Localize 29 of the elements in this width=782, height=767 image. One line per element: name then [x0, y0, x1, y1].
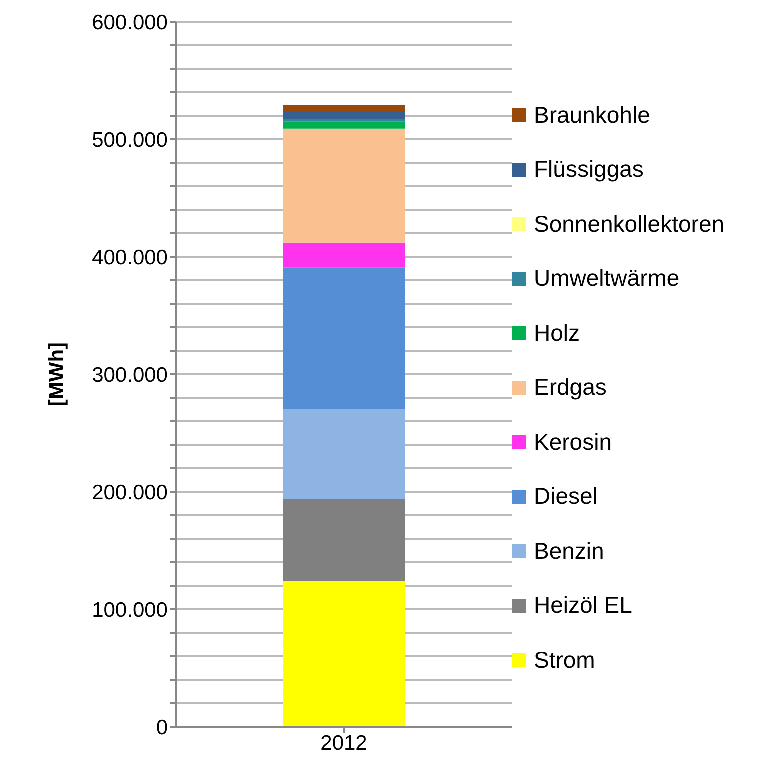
legend-label: Umweltwärme — [534, 265, 680, 292]
y-tick-label: 200.000 — [92, 481, 168, 504]
legend-label: Benzin — [534, 538, 604, 565]
bar — [283, 128, 406, 243]
y-tick-label: 100.000 — [92, 598, 168, 622]
y-tick-label: 500.000 — [92, 128, 168, 152]
bar — [283, 242, 406, 268]
bar — [283, 112, 406, 120]
legend-label: Sonnenkollektoren — [534, 210, 725, 238]
legend-label: Heizöl EL — [534, 592, 632, 620]
y-tick-label: 400.000 — [92, 246, 168, 270]
legend-label: Flüssiggas — [534, 156, 644, 184]
legend-label: Diesel — [534, 483, 598, 510]
bar — [283, 122, 406, 129]
y-axis-title: [MWh] — [45, 342, 68, 407]
legend-label: Strom — [534, 646, 596, 674]
bar — [283, 581, 406, 727]
bar — [283, 268, 406, 410]
bar — [283, 410, 406, 500]
legend-label: Erdgas — [534, 374, 607, 402]
y-tick-label: 600.000 — [92, 11, 168, 34]
bar — [283, 105, 406, 112]
x-tick-label: 2012 — [320, 732, 368, 755]
y-tick-label: 300.000 — [92, 364, 168, 387]
legend-label: Kerosin — [534, 428, 612, 456]
bar — [283, 499, 406, 582]
y-tick-label: 0 — [156, 716, 168, 740]
legend-label: Braunkohle — [534, 102, 650, 129]
legend-label: Holz — [534, 320, 580, 347]
